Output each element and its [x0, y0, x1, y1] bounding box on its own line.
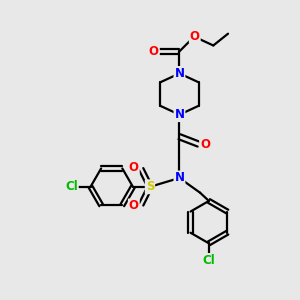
Text: N: N: [174, 108, 184, 121]
Text: O: O: [149, 45, 159, 58]
Text: Cl: Cl: [202, 254, 215, 267]
Text: Cl: Cl: [65, 180, 78, 193]
Text: O: O: [129, 200, 139, 212]
Text: O: O: [200, 138, 210, 151]
Text: S: S: [146, 180, 154, 193]
Text: N: N: [174, 172, 184, 184]
Text: N: N: [174, 67, 184, 80]
Text: O: O: [190, 30, 200, 43]
Text: O: O: [129, 161, 139, 174]
